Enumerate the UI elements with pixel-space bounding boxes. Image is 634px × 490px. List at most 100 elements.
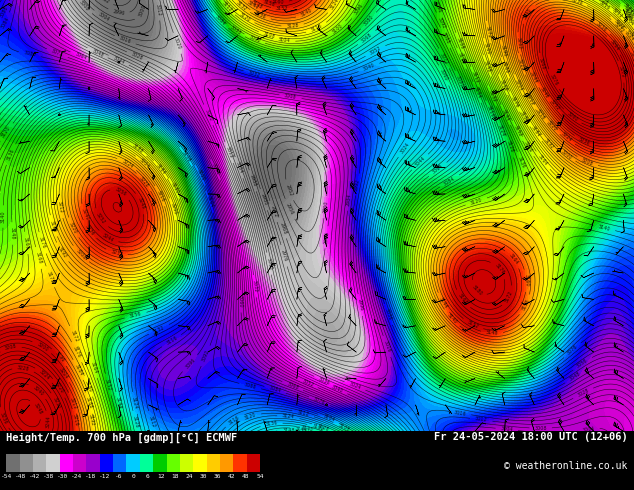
Bar [180,454,193,472]
Text: 3160: 3160 [271,0,284,5]
Bar [220,454,233,472]
Text: 3108: 3108 [337,422,350,433]
Text: 3044: 3044 [112,55,126,65]
Bar [20,454,33,472]
Text: 3232: 3232 [515,37,522,50]
Text: 3024: 3024 [399,142,411,154]
Text: 3140: 3140 [300,8,313,18]
Text: 3112: 3112 [470,71,480,84]
Text: 3036: 3036 [384,308,392,321]
Text: 3248: 3248 [136,196,146,210]
Text: 3140: 3140 [446,312,458,324]
Text: 3188: 3188 [85,396,94,410]
Text: 3104: 3104 [322,414,335,423]
Text: 3076: 3076 [566,344,579,356]
Text: -30: -30 [57,473,68,479]
Text: 3276: 3276 [548,73,559,86]
Text: 54: 54 [256,473,264,479]
Text: 3236: 3236 [0,411,8,425]
Text: 3128: 3128 [316,423,330,432]
Text: 3136: 3136 [254,10,267,20]
Bar [153,454,167,472]
Text: 3108: 3108 [262,31,276,40]
Text: 3084: 3084 [443,176,456,187]
Text: 3144: 3144 [246,0,259,11]
Text: 3192: 3192 [622,7,634,20]
Text: 3036: 3036 [318,376,331,386]
Text: 2996: 2996 [356,298,364,312]
Text: 3064: 3064 [74,52,87,61]
Text: 3228: 3228 [612,18,624,31]
Text: 3124: 3124 [497,123,506,137]
Text: 3112: 3112 [221,0,233,13]
Text: 3176: 3176 [72,345,82,359]
Bar [247,454,260,472]
Text: 3200: 3200 [623,12,634,25]
Text: 3252: 3252 [549,99,561,112]
Text: 3240: 3240 [32,385,44,396]
Text: 3164: 3164 [537,154,548,167]
Text: 3184: 3184 [155,163,167,176]
Text: 3168: 3168 [34,251,42,265]
Text: 3032: 3032 [248,70,261,78]
Text: 3104: 3104 [205,195,214,209]
Text: 3224: 3224 [560,131,573,143]
Text: -54: -54 [1,473,12,479]
Text: 3256: 3256 [595,21,608,32]
Text: 3160: 3160 [23,236,30,249]
Text: -48: -48 [15,473,26,479]
Text: 3092: 3092 [248,34,261,44]
Text: 3148: 3148 [282,428,295,433]
Text: 3168: 3168 [456,293,468,306]
Text: 3156: 3156 [262,0,276,8]
Text: 24: 24 [186,473,193,479]
Text: 2960: 2960 [322,201,329,214]
Text: 3196: 3196 [500,44,507,57]
Text: 12: 12 [158,473,165,479]
Text: 3184: 3184 [621,2,634,14]
Text: 3216: 3216 [155,189,165,202]
Text: 3080: 3080 [455,74,465,88]
Text: 3188: 3188 [623,5,634,18]
Text: 3264: 3264 [609,39,620,52]
Text: 3012: 3012 [155,3,162,16]
Text: 3204: 3204 [58,366,69,379]
Text: 3060: 3060 [439,69,449,82]
Text: 3040: 3040 [330,384,344,394]
Bar [60,454,73,472]
Text: 3048: 3048 [91,48,104,58]
Text: 3132: 3132 [152,325,166,334]
Text: 3156: 3156 [521,298,531,312]
Text: 3144: 3144 [295,426,307,433]
Text: 3256: 3256 [114,187,127,197]
Text: 3116: 3116 [310,23,323,33]
Text: 3116: 3116 [165,336,178,346]
Text: 3192: 3192 [543,137,555,150]
Text: 3204: 3204 [623,14,634,27]
Text: 3108: 3108 [455,37,465,50]
Text: 3120: 3120 [238,11,252,23]
Text: 3228: 3228 [517,57,526,71]
Text: 3128: 3128 [506,140,515,153]
Text: 3068: 3068 [286,381,299,391]
Text: 3120: 3120 [243,412,257,421]
Text: 3172: 3172 [485,25,492,39]
Text: 3252: 3252 [95,212,107,225]
Text: 3208: 3208 [74,248,87,261]
Text: 3244: 3244 [45,416,51,428]
Text: 3192: 3192 [87,414,95,426]
Text: 3188: 3188 [131,143,145,154]
Text: -38: -38 [43,473,55,479]
Bar [46,454,60,472]
Bar [193,454,207,472]
Text: 3008: 3008 [78,0,90,12]
Text: 3056: 3056 [210,163,221,176]
Text: 3180: 3180 [519,110,529,123]
Bar [73,454,86,472]
Text: 2952: 2952 [285,184,294,197]
Text: 3100: 3100 [331,23,344,35]
Text: 3140: 3140 [1,210,6,223]
Text: 3148: 3148 [10,227,15,240]
Text: 3172: 3172 [46,270,55,284]
Text: 3052: 3052 [301,378,314,388]
